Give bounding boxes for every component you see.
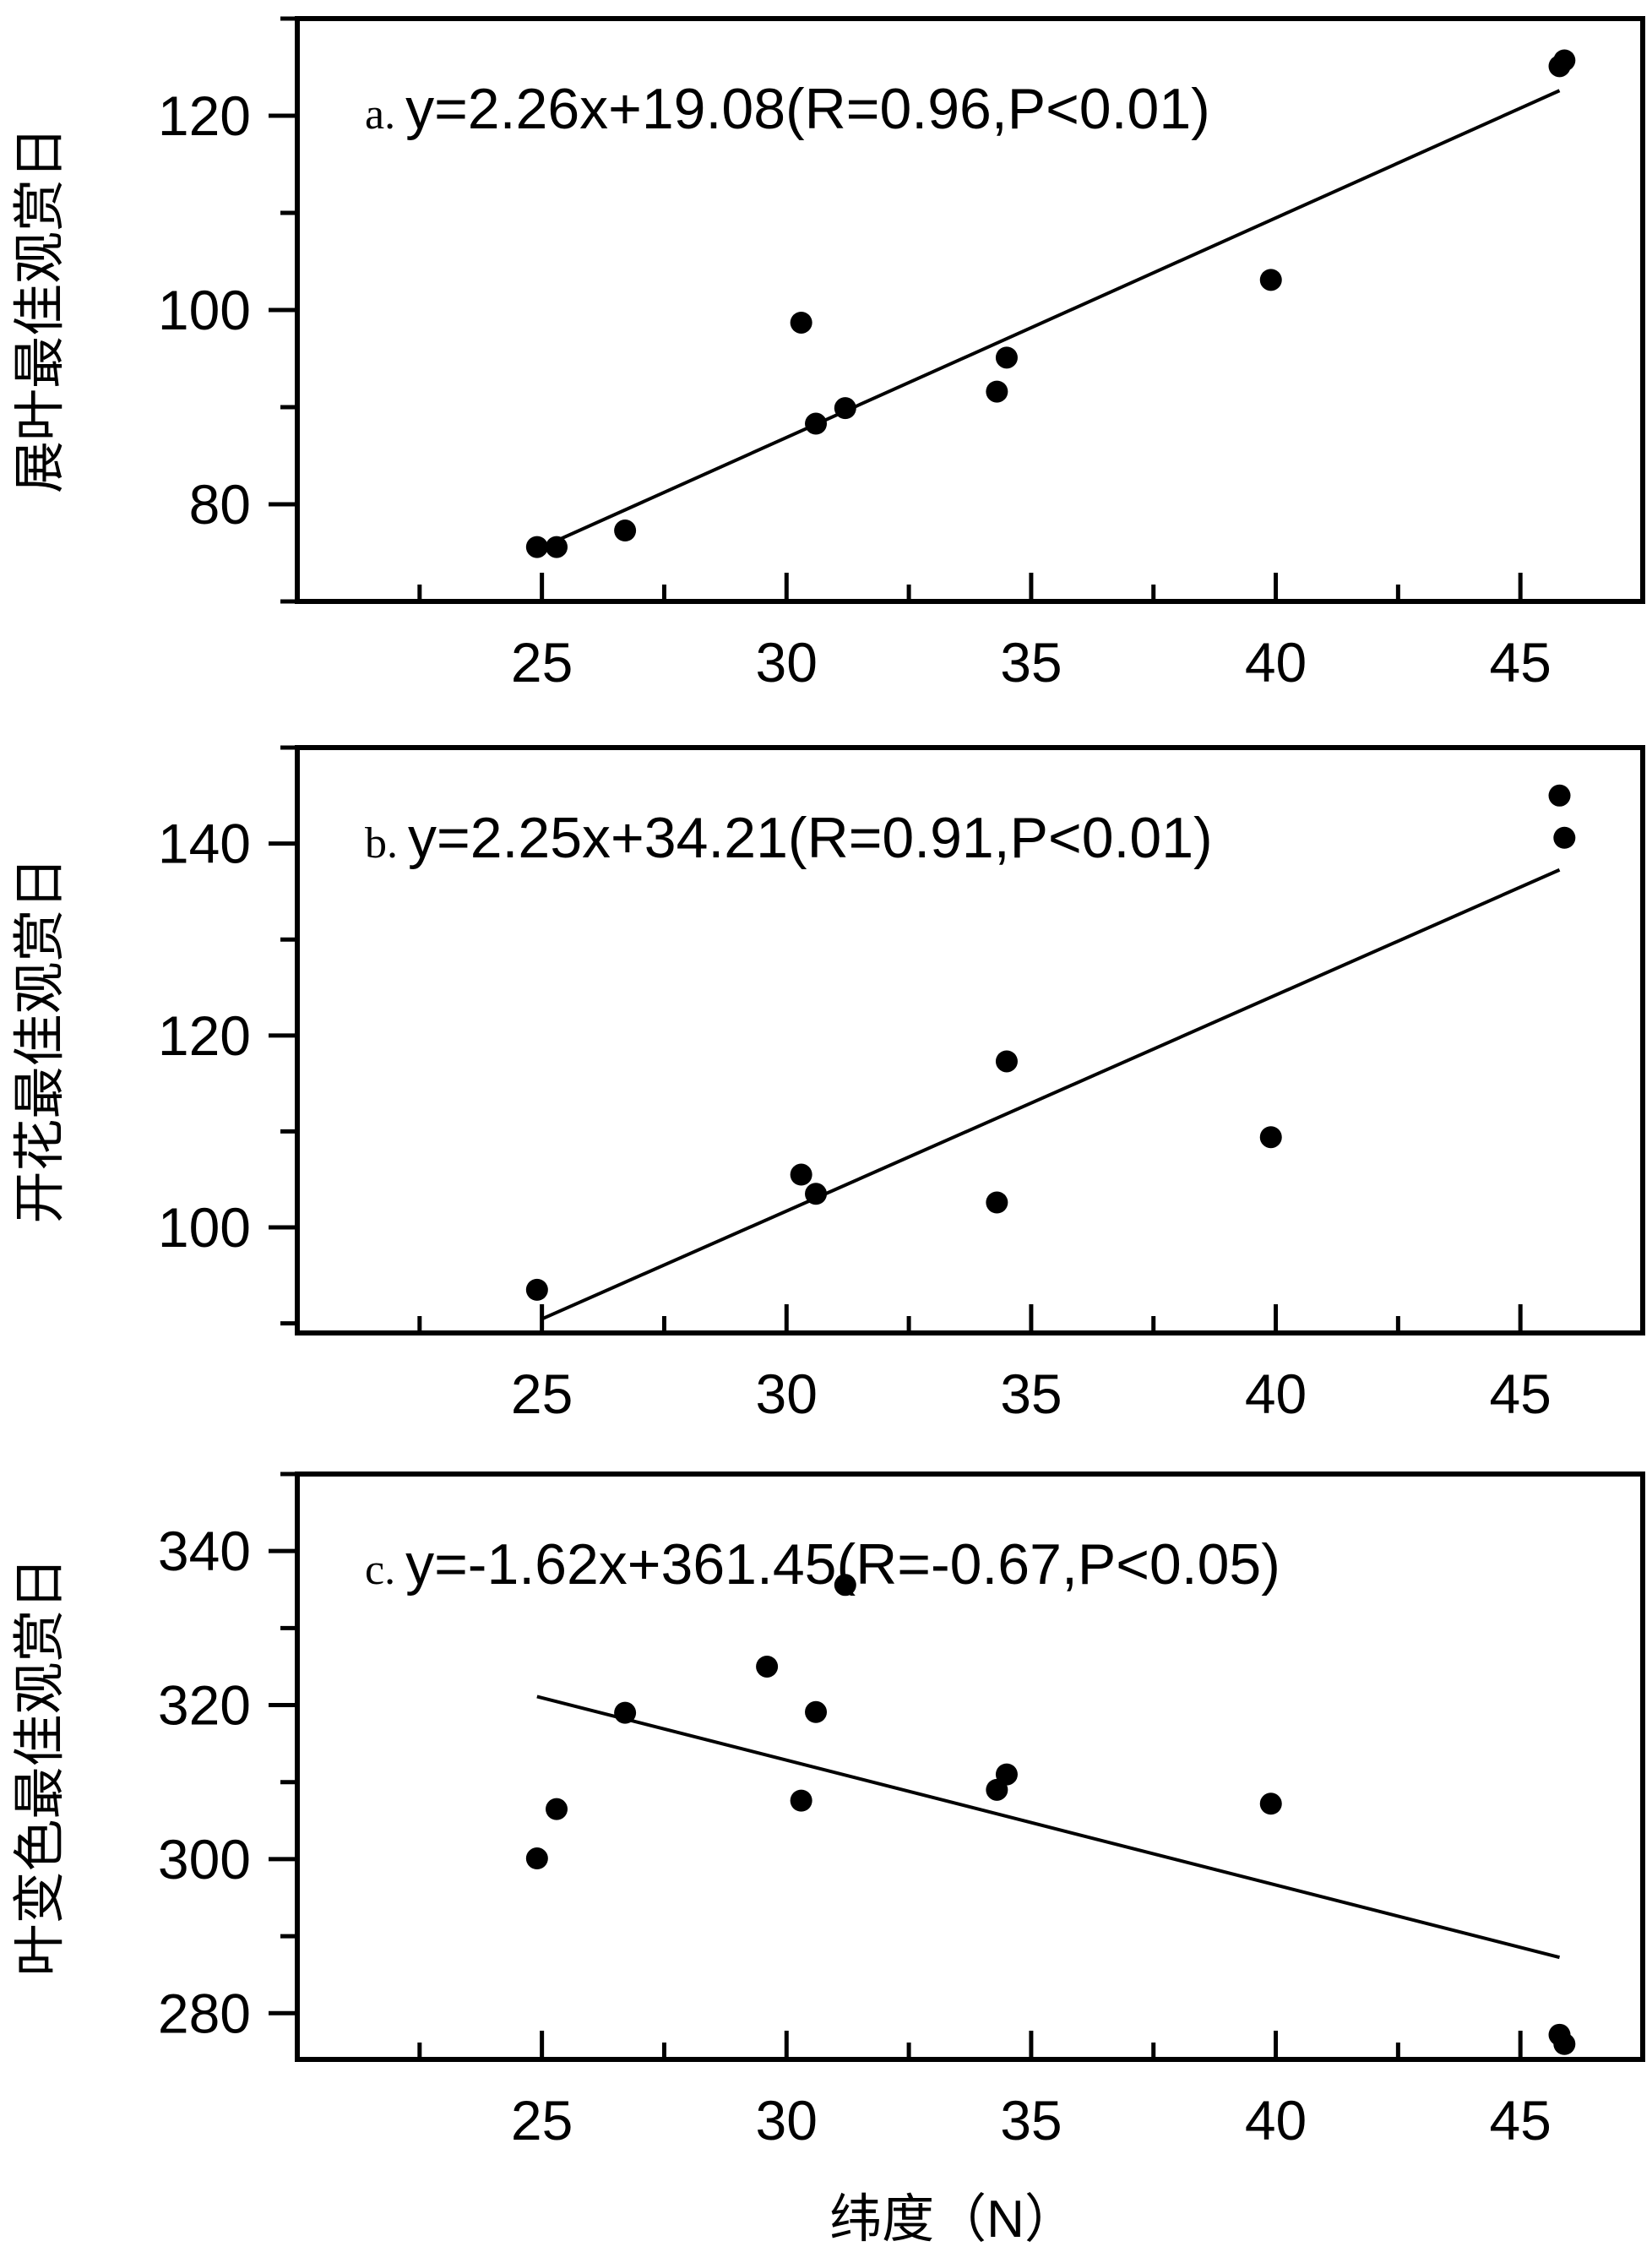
regression-equation: y=2.26x+19.08(R=0.96,P<0.01) xyxy=(405,77,1210,141)
y-tick-label: 320 xyxy=(158,1674,251,1737)
data-point xyxy=(805,412,828,435)
data-point xyxy=(1553,49,1576,72)
x-tick-label: 25 xyxy=(511,2089,573,2151)
chart-panel-1: 25 30 35 40 45 80 100 120 展叶最佳观赏日 a. y=2.26x+19.08… xyxy=(11,16,1645,694)
data-point xyxy=(986,380,1008,403)
plot-frame xyxy=(295,1471,1645,2062)
data-point xyxy=(995,346,1018,369)
x-tick-label: 30 xyxy=(756,1363,818,1425)
x-tick-label: 30 xyxy=(756,631,818,694)
data-point xyxy=(1259,1126,1282,1149)
data-point xyxy=(790,311,812,334)
y-tick-label: 280 xyxy=(158,1982,251,2044)
y-axis-label: 开花最佳观赏日 xyxy=(11,857,69,1223)
data-point xyxy=(1548,784,1571,807)
data-point xyxy=(756,1655,779,1678)
x-tick-label: 25 xyxy=(511,1363,573,1425)
data-point xyxy=(1553,2032,1576,2055)
y-tick-label: 120 xyxy=(158,84,251,147)
data-point xyxy=(805,1700,828,1723)
data-point xyxy=(614,1701,637,1724)
x-tick-label: 45 xyxy=(1489,1363,1551,1425)
data-point xyxy=(525,1847,548,1870)
regression-annotation: a. y=2.26x+19.08(R=0.96,P<0.01) xyxy=(365,77,1210,141)
x-tick-label: 35 xyxy=(1000,2089,1062,2151)
x-tick-label: 40 xyxy=(1245,1363,1307,1425)
y-tick-label: 120 xyxy=(158,1004,251,1067)
data-point xyxy=(995,1050,1018,1073)
data-point xyxy=(834,1574,856,1597)
data-point xyxy=(525,536,548,558)
y-axis-label: 展叶最佳观赏日 xyxy=(11,127,69,493)
y-tick-label: 300 xyxy=(158,1828,251,1890)
x-tick-label: 40 xyxy=(1245,2089,1307,2151)
regression-equation: y=2.25x+34.21(R=0.91,P<0.01) xyxy=(408,806,1213,870)
regression-line xyxy=(556,89,1561,542)
data-point xyxy=(805,1183,828,1205)
panel-tag: b. xyxy=(365,819,398,868)
data-point xyxy=(790,1789,812,1812)
data-point xyxy=(1259,269,1282,291)
panel-tag: a. xyxy=(365,90,395,139)
x-axis-label: 纬度（N） xyxy=(829,2190,1077,2249)
x-tick-label: 30 xyxy=(756,2089,818,2151)
plot-frame xyxy=(295,745,1645,1335)
x-tick-label: 40 xyxy=(1245,631,1307,694)
x-tick-label: 45 xyxy=(1489,2089,1551,2151)
data-point xyxy=(546,536,568,558)
y-axis-label: 叶变色最佳观赏日 xyxy=(11,1557,69,1976)
data-point xyxy=(546,1798,568,1820)
y-tick-label: 340 xyxy=(158,1520,251,1582)
regression-annotation: c. y=-1.62x+361.45(R=-0.67,P<0.05) xyxy=(365,1532,1280,1597)
y-tick-label: 100 xyxy=(158,279,251,341)
x-tick-label: 35 xyxy=(1000,1363,1062,1425)
regression-annotation: b. y=2.25x+34.21(R=0.91,P<0.01) xyxy=(365,806,1213,870)
data-point xyxy=(995,1763,1018,1786)
x-tick-label: 35 xyxy=(1000,631,1062,694)
y-tick-label: 140 xyxy=(158,813,251,875)
data-point xyxy=(834,397,856,420)
y-tick-label: 80 xyxy=(189,473,251,536)
data-point xyxy=(986,1191,1008,1214)
y-tick-label: 100 xyxy=(158,1196,251,1259)
panel-tag: c. xyxy=(365,1546,395,1594)
data-point xyxy=(1553,826,1576,849)
data-point xyxy=(525,1278,548,1301)
x-tick-label: 25 xyxy=(511,631,573,694)
data-point xyxy=(1259,1792,1282,1815)
data-point xyxy=(614,520,637,542)
data-point xyxy=(790,1163,812,1186)
regression-line xyxy=(541,868,1561,1321)
regression-line xyxy=(536,1695,1561,1960)
x-tick-label: 45 xyxy=(1489,631,1551,694)
chart-panel-2: 25 30 35 40 45 100 120 140 开花最佳观赏日 b. y=2.25x+34.2… xyxy=(11,745,1645,1425)
